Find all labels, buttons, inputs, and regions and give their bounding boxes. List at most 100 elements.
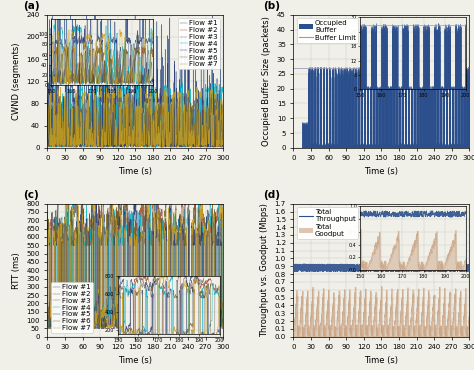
Flow #6 xyxy=(112,226,118,230)
Flow #7 xyxy=(220,142,226,147)
Flow #7 xyxy=(45,231,50,236)
Flow #3 xyxy=(220,325,226,329)
Flow #1 xyxy=(120,135,126,139)
Flow #7 xyxy=(217,121,223,126)
Flow #7 xyxy=(161,145,166,149)
Y-axis label: Throughput vs. Goodput (Mbps): Throughput vs. Goodput (Mbps) xyxy=(260,203,269,337)
Flow #2 xyxy=(217,137,223,142)
Flow #1 xyxy=(112,301,118,306)
Flow #6 xyxy=(75,136,81,140)
Flow #1 xyxy=(45,316,50,321)
Flow #4 xyxy=(217,319,223,324)
Legend: Flow #1, Flow #2, Flow #3, Flow #4, Flow #5, Flow #6, Flow #7: Flow #1, Flow #2, Flow #3, Flow #4, Flow… xyxy=(178,18,220,70)
Flow #6 xyxy=(119,140,125,145)
Line: Flow #1: Flow #1 xyxy=(47,15,223,147)
Flow #2 xyxy=(45,111,50,116)
Flow #1 xyxy=(75,326,81,330)
Flow #3 xyxy=(112,139,118,144)
Flow #2 xyxy=(112,226,118,230)
Flow #4 xyxy=(45,215,50,220)
Flow #5 xyxy=(198,142,204,146)
Legend: Flow #1, Flow #2, Flow #3, Flow #4, Flow #5, Flow #6, Flow #7: Flow #1, Flow #2, Flow #3, Flow #4, Flow… xyxy=(51,282,93,333)
Flow #7 xyxy=(75,319,81,323)
Flow #7 xyxy=(53,325,59,330)
Flow #1 xyxy=(64,305,70,309)
Flow #5 xyxy=(75,313,81,317)
Flow #4 xyxy=(119,140,125,145)
Flow #7 xyxy=(119,122,125,127)
Flow #5 xyxy=(112,133,118,138)
Flow #6 xyxy=(45,214,50,219)
Flow #6 xyxy=(64,131,70,135)
Flow #2 xyxy=(100,145,106,149)
Flow #4 xyxy=(220,90,226,94)
Flow #3 xyxy=(120,324,126,329)
Flow #1 xyxy=(57,326,63,331)
Flow #6 xyxy=(170,96,175,100)
Flow #5 xyxy=(119,144,125,149)
Flow #6 xyxy=(220,125,226,130)
Flow #6 xyxy=(45,128,50,132)
Flow #6 xyxy=(112,102,118,106)
Line: Flow #2: Flow #2 xyxy=(47,204,223,327)
Line: Flow #5: Flow #5 xyxy=(47,204,223,327)
Flow #2 xyxy=(217,317,223,322)
Flow #3 xyxy=(66,91,72,95)
Flow #5 xyxy=(94,201,100,206)
Flow #1 xyxy=(73,145,79,149)
Flow #3 xyxy=(75,303,81,307)
Flow #7 xyxy=(220,322,226,326)
Flow #7 xyxy=(198,211,204,215)
Text: (a): (a) xyxy=(23,1,39,11)
Flow #2 xyxy=(64,139,70,143)
Line: Flow #5: Flow #5 xyxy=(47,59,223,147)
Flow #5 xyxy=(220,111,226,116)
Line: Flow #7: Flow #7 xyxy=(47,87,223,147)
Flow #4 xyxy=(75,137,81,141)
Flow #7 xyxy=(112,304,118,309)
Flow #1 xyxy=(45,137,50,141)
Flow #7 xyxy=(198,90,204,94)
Flow #6 xyxy=(75,320,81,325)
Line: Flow #6: Flow #6 xyxy=(47,98,223,147)
Flow #2 xyxy=(63,201,69,206)
Flow #4 xyxy=(64,137,70,142)
Flow #6 xyxy=(220,303,226,308)
Flow #7 xyxy=(64,142,70,147)
Line: Flow #4: Flow #4 xyxy=(47,204,223,327)
Flow #6 xyxy=(46,326,52,331)
Flow #6 xyxy=(120,299,126,303)
Flow #3 xyxy=(198,137,204,141)
Flow #1 xyxy=(198,137,204,142)
Flow #4 xyxy=(112,211,118,215)
Flow #7 xyxy=(63,201,69,206)
Flow #1 xyxy=(217,219,223,223)
Line: Flow #3: Flow #3 xyxy=(47,93,223,147)
Line: Flow #1: Flow #1 xyxy=(47,204,223,329)
Flow #2 xyxy=(209,101,214,106)
Flow #7 xyxy=(65,314,71,318)
Text: (d): (d) xyxy=(264,190,281,201)
Flow #6 xyxy=(64,210,70,215)
Flow #1 xyxy=(112,98,118,102)
Line: Flow #3: Flow #3 xyxy=(47,204,223,329)
Flow #4 xyxy=(65,225,71,229)
Flow #1 xyxy=(220,141,226,145)
X-axis label: Time (s): Time (s) xyxy=(365,356,398,365)
Flow #3 xyxy=(220,111,226,116)
Flow #2 xyxy=(220,216,226,221)
Flow #6 xyxy=(217,225,223,229)
Flow #4 xyxy=(46,325,51,330)
Flow #4 xyxy=(160,145,165,149)
Flow #5 xyxy=(217,141,223,146)
Flow #5 xyxy=(64,309,70,313)
Flow #4 xyxy=(198,138,204,142)
Line: Flow #7: Flow #7 xyxy=(47,204,223,327)
Flow #4 xyxy=(45,126,50,131)
Flow #7 xyxy=(45,140,50,145)
Flow #1 xyxy=(220,326,226,331)
Flow #4 xyxy=(55,201,61,206)
Flow #1 xyxy=(198,316,204,321)
Text: (b): (b) xyxy=(264,1,281,11)
Line: Flow #4: Flow #4 xyxy=(47,81,223,147)
